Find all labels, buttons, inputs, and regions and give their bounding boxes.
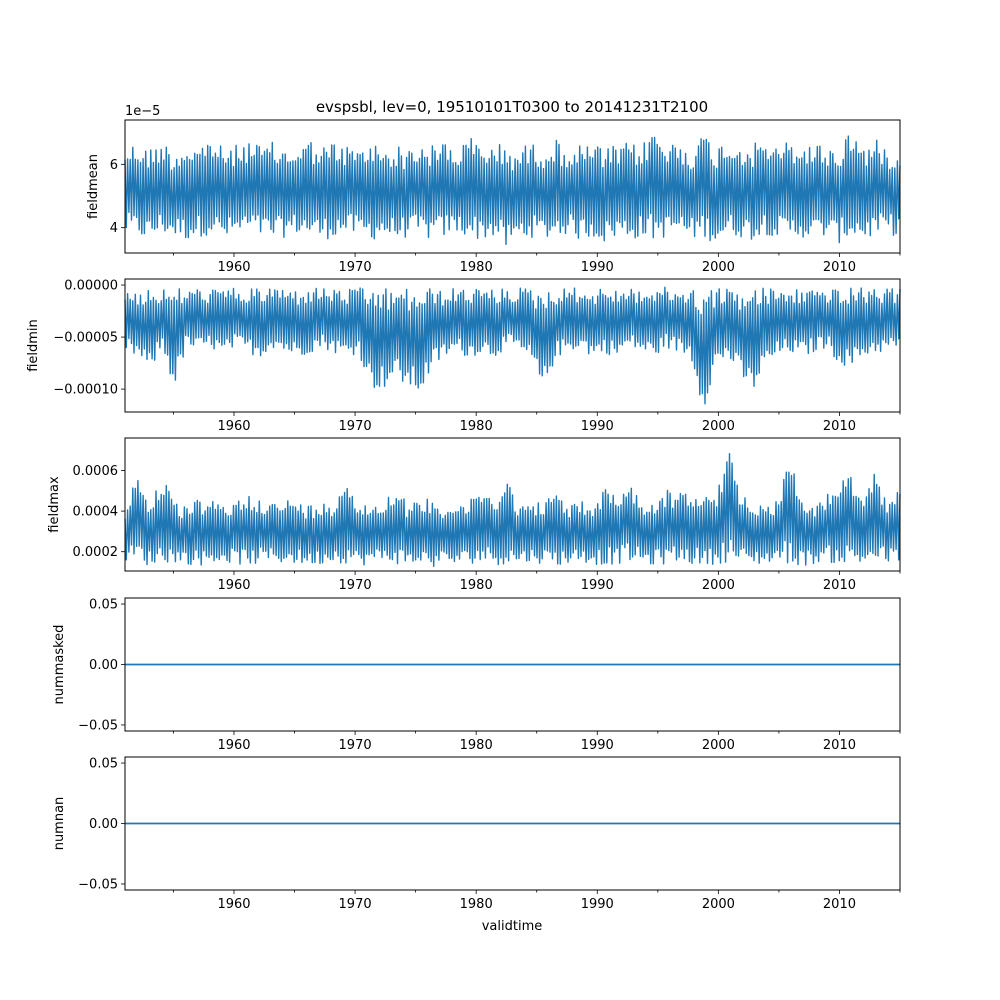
- subplots: 1960 1970 1980 1990 2000 201046fieldmean1e−51…: [26, 104, 901, 912]
- y-tick-label: 0.00: [89, 817, 118, 832]
- y-axis-label: nummasked: [52, 625, 67, 705]
- x-tick-label: 1960: [217, 419, 250, 434]
- subplot-numnan: 1960 1970 1980 1990 2000 2010 −0.05 0.00 0.05 num…: [52, 756, 901, 912]
- x-tick-label: 2010: [823, 419, 856, 434]
- x-tick-label: 1980: [460, 419, 493, 434]
- data-line: [124, 453, 901, 567]
- y-tick-label: 6: [110, 158, 118, 173]
- y-axis-label: fieldmax: [47, 476, 62, 533]
- data-line: [124, 286, 901, 405]
- x-tick-label: 1990: [581, 897, 614, 912]
- y-tick-label: 0.0004: [73, 505, 119, 520]
- subplot-fieldmin: 1960 1970 1980 1990 2000 2010 0.00000 −0.00005 −…: [26, 278, 901, 434]
- y-tick-label: 0.05: [89, 598, 118, 613]
- subplot-nummasked: 1960 1970 1980 1990 2000 2010 −0.05 0.00 0.05 num…: [52, 597, 901, 753]
- y-offset-text: 1e−5: [125, 104, 160, 119]
- x-tick-label: 2010: [823, 897, 856, 912]
- axes-frame: [124, 437, 901, 572]
- y-axis-label: fieldmean: [86, 154, 101, 219]
- x-tick-label: 1970: [339, 738, 372, 753]
- x-tick-label: 1970: [339, 260, 372, 275]
- x-tick-label: 1980: [460, 260, 493, 275]
- x-tick-label: 2010: [823, 578, 856, 593]
- x-tick-label: 1970: [339, 578, 372, 593]
- y-tick-label: 4: [110, 221, 118, 236]
- y-tick-label: 0.00000: [64, 279, 118, 294]
- x-tick-label: 1960: [217, 260, 250, 275]
- y-tick-label: 0.05: [89, 757, 118, 772]
- y-axis-label: numnan: [52, 797, 67, 851]
- x-tick-label: 1980: [460, 738, 493, 753]
- x-tick-label: 1970: [339, 897, 372, 912]
- y-tick-label: −0.05: [78, 718, 118, 733]
- y-tick-label: 0.0002: [73, 545, 119, 560]
- x-tick-label: 2000: [702, 419, 735, 434]
- x-tick-label: 1960: [217, 578, 250, 593]
- axes-frame: [124, 278, 901, 413]
- y-axis-label: fieldmin: [26, 319, 41, 372]
- y-tick-label: −0.05: [78, 877, 118, 892]
- x-tick-label: 1990: [581, 419, 614, 434]
- subplot-fieldmean: 1960 1970 1980 1990 2000 2010 4 6 fieldmean 1e−5: [86, 104, 901, 275]
- y-tick-label: 0.0006: [73, 464, 119, 479]
- y-tick-label: 0.00: [89, 658, 118, 673]
- x-tick-label: 2000: [702, 897, 735, 912]
- x-tick-label: 1990: [581, 260, 614, 275]
- y-tick-label: −0.00005: [53, 331, 118, 346]
- x-axis-label: validtime: [482, 919, 543, 934]
- x-tick-label: 1990: [581, 738, 614, 753]
- x-tick-label: 2000: [702, 738, 735, 753]
- y-tick-label: −0.00010: [53, 383, 118, 398]
- subplot-fieldmax: 1960 1970 1980 1990 2000 2010 0.0002 0.0004 0.00…: [47, 437, 901, 593]
- axes-frame: [124, 119, 901, 254]
- data-line: [124, 135, 901, 246]
- x-tick-label: 2010: [823, 738, 856, 753]
- x-tick-label: 1990: [581, 578, 614, 593]
- x-tick-label: 2000: [702, 260, 735, 275]
- x-tick-label: 1960: [217, 897, 250, 912]
- x-tick-label: 1980: [460, 578, 493, 593]
- x-tick-label: 1970: [339, 419, 372, 434]
- x-tick-label: 2000: [702, 578, 735, 593]
- x-tick-label: 1960: [217, 738, 250, 753]
- x-tick-label: 2010: [823, 260, 856, 275]
- x-tick-label: 1980: [460, 897, 493, 912]
- figure-title: evspsbl, lev=0, 19510101T0300 to 2014123…: [316, 98, 708, 116]
